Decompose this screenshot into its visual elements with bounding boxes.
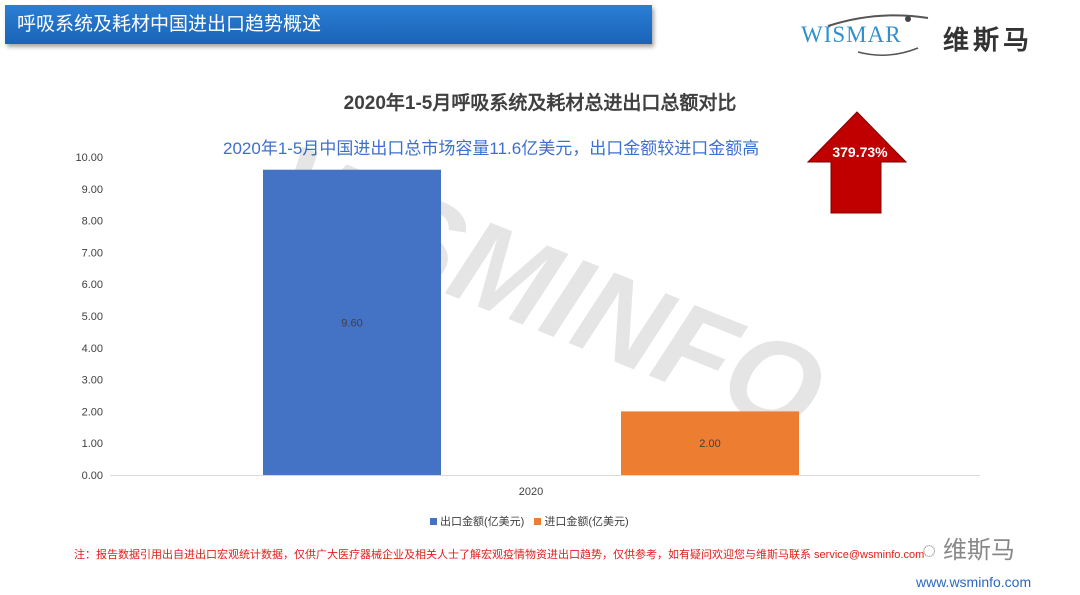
- legend-item-export: 出口金额(亿美元): [430, 513, 524, 529]
- y-tick-label: 10.00: [75, 152, 103, 164]
- wechat-label: ◌ 维斯马: [922, 537, 1015, 564]
- y-tick-label: 0.00: [82, 470, 103, 482]
- legend-label: 出口金额(亿美元): [440, 516, 525, 528]
- y-tick-label: 5.00: [82, 311, 103, 323]
- y-tick-label: 8.00: [82, 216, 103, 228]
- footer-note: 注：报告数据引用出自进出口宏观统计数据，仅供广大医疗器械企业及相关人士了解宏观疫…: [74, 549, 925, 561]
- up-arrow-icon: [806, 111, 908, 214]
- legend: 出口金额(亿美元) 进口金额(亿美元): [430, 513, 629, 529]
- y-tick-label: 9.00: [82, 184, 103, 196]
- data-label: 9.60: [341, 317, 362, 329]
- data-label: 2.00: [699, 438, 720, 450]
- legend-label: 进口金额(亿美元): [544, 516, 629, 528]
- website-link[interactable]: www.wsminfo.com: [916, 574, 1032, 590]
- wismar-logo: WISMAR 维斯马: [798, 12, 1068, 57]
- page-title: 呼吸系统及耗材中国进出口趋势概述: [5, 5, 652, 44]
- bar-import: [621, 411, 799, 475]
- wechat-name: 维斯马: [942, 537, 1015, 564]
- y-tick-label: 3.00: [82, 375, 103, 387]
- chart-subtitle: 2020年1-5月中国进出口总市场容量11.6亿美元，出口金额较进口金额高: [223, 139, 760, 158]
- logo-text-cn: 维斯马: [943, 26, 1034, 56]
- y-tick-label: 2.00: [82, 406, 103, 418]
- logo-text-en: WISMAR: [801, 22, 902, 47]
- chart-title: 2020年1-5月呼吸系统及耗材总进出口总额对比: [343, 93, 737, 114]
- y-tick-label: 4.00: [82, 343, 103, 355]
- y-tick-label: 6.00: [82, 279, 103, 291]
- legend-item-import: 进口金额(亿美元): [534, 513, 629, 529]
- y-tick-label: 1.00: [82, 438, 103, 450]
- bar-export: [263, 169, 441, 475]
- logo-swoosh-icon: [827, 14, 929, 56]
- growth-annotation: 379.73%: [832, 144, 888, 160]
- x-tick-label: 2020: [519, 486, 543, 498]
- y-tick-label: 7.00: [82, 247, 103, 259]
